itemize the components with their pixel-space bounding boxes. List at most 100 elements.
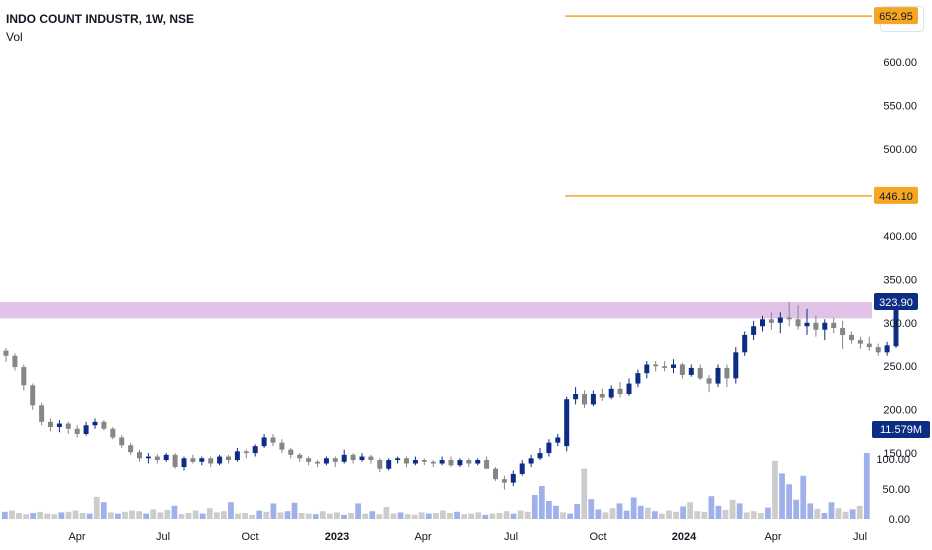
- volume-bar: [129, 510, 135, 519]
- volume-bar: [355, 503, 362, 519]
- last-volume-label: 11.579M: [880, 424, 922, 436]
- candle: [65, 421, 71, 434]
- price-axis-tick-label: 350.00: [883, 274, 917, 286]
- volume-bar: [588, 499, 595, 519]
- volume-bar: [623, 510, 630, 519]
- volume-bar: [425, 513, 432, 519]
- candle: [777, 312, 783, 334]
- candle: [412, 456, 418, 466]
- candle: [128, 442, 134, 455]
- volume-bar: [249, 514, 256, 519]
- price-axis-tick-label: 250.00: [883, 361, 917, 373]
- candle: [430, 460, 436, 467]
- volume-bar: [334, 512, 340, 519]
- candle: [288, 447, 294, 459]
- candle: [635, 369, 641, 388]
- volume-bar: [404, 514, 411, 519]
- candle: [306, 456, 312, 466]
- candle: [768, 312, 774, 330]
- candle: [501, 475, 507, 490]
- candle: [662, 360, 668, 372]
- volume-bar: [651, 511, 658, 519]
- candle: [724, 364, 730, 388]
- candle: [582, 390, 587, 408]
- candle: [608, 385, 614, 400]
- candle: [840, 321, 846, 349]
- candle: [332, 456, 338, 467]
- volume-bar: [72, 510, 79, 519]
- candle: [831, 317, 837, 334]
- volume-bar: [312, 514, 319, 519]
- candle: [110, 427, 116, 440]
- candle: [546, 439, 552, 457]
- volume-bar: [708, 496, 715, 519]
- candle: [804, 308, 810, 335]
- candle: [617, 381, 623, 398]
- candle: [404, 456, 409, 467]
- volume-bar: [136, 511, 143, 519]
- volume-bar: [150, 509, 157, 519]
- volume-bar: [680, 506, 687, 519]
- candle: [751, 321, 757, 341]
- volume-bar: [856, 505, 863, 519]
- volume-bar: [659, 513, 665, 519]
- time-axis-tick-label: Jul: [504, 531, 518, 543]
- volume-bar: [602, 512, 609, 519]
- volume-bar: [524, 511, 531, 519]
- candle: [279, 439, 285, 454]
- volume-bar: [228, 502, 234, 519]
- volume-bar: [16, 513, 22, 519]
- candle: [475, 458, 481, 466]
- candle: [795, 305, 801, 330]
- volume-bar: [9, 510, 15, 519]
- volume-bar: [517, 510, 524, 519]
- volume-bar: [44, 513, 51, 519]
- candle: [493, 466, 498, 481]
- candle: [323, 456, 329, 466]
- candle: [21, 364, 27, 391]
- volume-bar: [256, 510, 263, 519]
- volume-bar: [616, 503, 623, 519]
- volume-axis-tick-label: 50.00: [882, 484, 910, 496]
- volume-bar: [348, 513, 354, 519]
- volume-bar: [115, 513, 121, 519]
- volume-bar: [510, 513, 517, 519]
- volume-bar: [736, 503, 743, 519]
- volume-bar: [786, 484, 792, 519]
- volume-bar: [779, 473, 785, 519]
- candle: [733, 347, 739, 384]
- volume-bar: [595, 509, 602, 519]
- time-axis-tick-label: 2024: [672, 531, 697, 543]
- volume-bar: [666, 510, 672, 519]
- time-axis-tick-label: Oct: [589, 531, 606, 543]
- candle: [190, 454, 196, 464]
- volume-bar: [581, 468, 588, 519]
- volume-bar: [418, 512, 425, 519]
- volume-bar: [143, 513, 150, 519]
- candle: [537, 447, 543, 461]
- volume-bar: [644, 507, 651, 519]
- candle: [626, 378, 632, 396]
- candle: [555, 433, 561, 447]
- volume-bar: [574, 504, 581, 519]
- candle: [315, 460, 320, 467]
- candle: [12, 353, 18, 371]
- volume-bar: [199, 513, 206, 519]
- volume-bar: [835, 508, 842, 519]
- candle: [884, 341, 890, 356]
- volume-bar: [277, 512, 284, 519]
- volume-bar: [447, 513, 453, 519]
- level-price-label: 652.95: [879, 11, 913, 23]
- volume-bar: [842, 511, 849, 519]
- candle: [30, 383, 36, 410]
- candle: [590, 390, 596, 407]
- volume-bar: [93, 496, 100, 519]
- volume-bar: [185, 513, 192, 519]
- candle: [154, 453, 160, 464]
- volume-bar: [213, 512, 220, 519]
- volume-bar: [369, 511, 376, 519]
- last-volume-tag: 11.579M: [872, 421, 930, 438]
- symbol-title: INDO COUNT INDUSTR, 1W, NSE: [6, 12, 195, 26]
- volume-bar: [235, 513, 241, 519]
